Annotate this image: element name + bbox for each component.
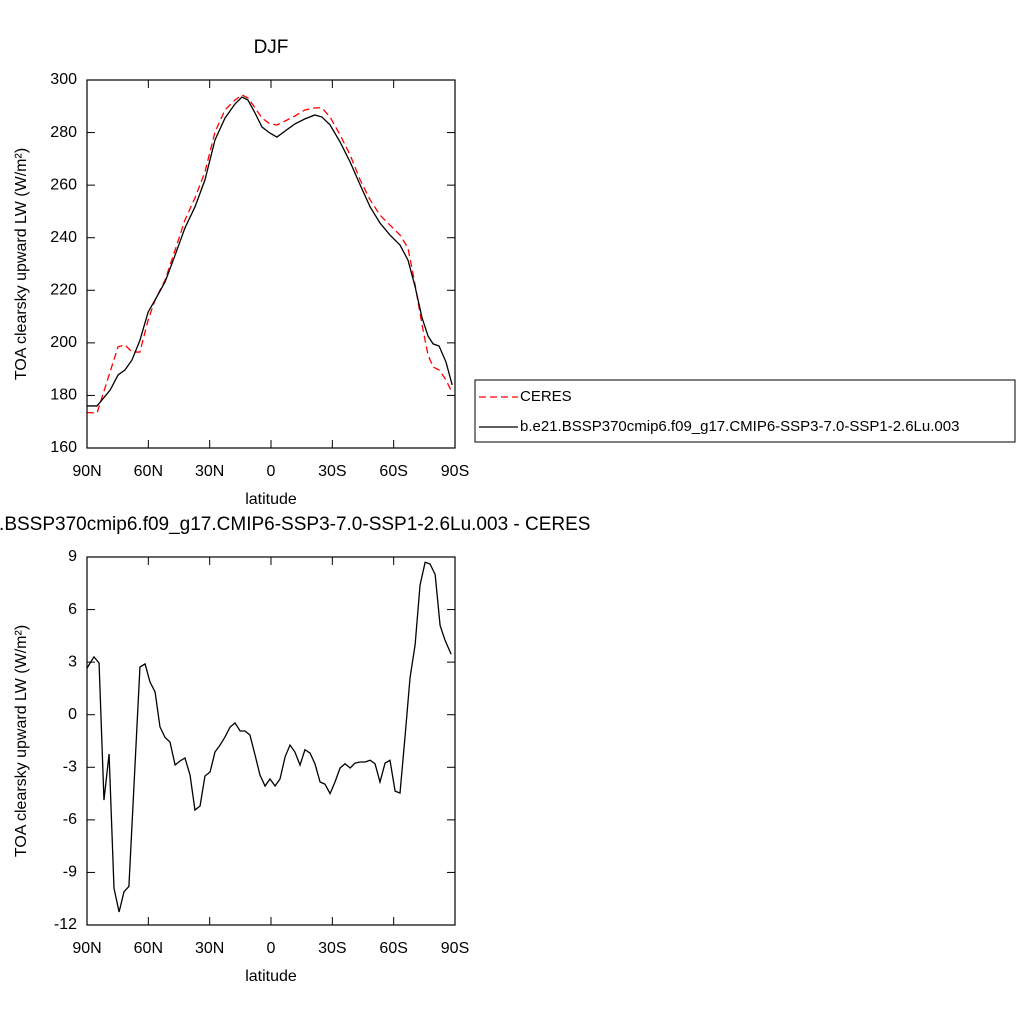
y-tick-label: 3 xyxy=(68,653,77,670)
plot-frame xyxy=(86,79,456,449)
legend-box xyxy=(474,379,1016,443)
x-tick-label: 90N xyxy=(72,940,101,957)
y-tick-label: 0 xyxy=(68,706,77,723)
y-tick-label: -3 xyxy=(63,759,77,776)
y-tick-label: 260 xyxy=(50,176,77,193)
y-tick-label: 240 xyxy=(50,229,77,246)
y-tick-label: 180 xyxy=(50,387,77,404)
y-tick-label: 220 xyxy=(50,282,77,299)
y-tick-label: -9 xyxy=(63,864,77,881)
x-axis-label: latitude xyxy=(245,968,297,985)
y-tick-label: -12 xyxy=(54,916,77,933)
y-tick-label: 200 xyxy=(50,334,77,351)
y-axis-label: TOA clearsky upward LW (W/m²) xyxy=(13,148,30,380)
x-tick-label: 90S xyxy=(441,463,469,480)
x-tick-label: 60N xyxy=(134,463,163,480)
chart-title: b.e21.BSSP370cmip6.f09_g17.CMIP6-SSP3-7.… xyxy=(0,514,590,535)
data-line xyxy=(87,96,453,407)
x-tick-label: 60S xyxy=(379,940,407,957)
y-tick-label: 160 xyxy=(50,439,77,456)
x-tick-label: 90N xyxy=(72,463,101,480)
x-tick-label: 60S xyxy=(379,463,407,480)
x-tick-label: 0 xyxy=(267,463,276,480)
legend-label: CERES xyxy=(520,388,572,405)
plot-frame xyxy=(86,556,456,926)
y-tick-label: 9 xyxy=(68,548,77,565)
legend-label: b.e21.BSSP370cmip6.f09_g17.CMIP6-SSP3-7.… xyxy=(520,418,959,435)
data-line xyxy=(86,94,453,414)
x-tick-label: 30N xyxy=(195,463,224,480)
x-tick-label: 60N xyxy=(134,940,163,957)
x-tick-label: 90S xyxy=(441,940,469,957)
y-tick-label: 300 xyxy=(50,71,77,88)
y-axis-label: TOA clearsky upward LW (W/m²) xyxy=(13,625,30,857)
y-tick-label: -6 xyxy=(63,811,77,828)
data-line xyxy=(86,561,452,913)
x-axis-label: latitude xyxy=(245,491,297,508)
x-tick-label: 30S xyxy=(318,463,346,480)
y-tick-label: 280 xyxy=(50,124,77,141)
y-tick-label: 6 xyxy=(68,601,77,618)
x-tick-label: 30S xyxy=(318,940,346,957)
x-tick-label: 30N xyxy=(195,940,224,957)
chart-title: DJF xyxy=(254,37,289,58)
x-tick-label: 0 xyxy=(267,940,276,957)
